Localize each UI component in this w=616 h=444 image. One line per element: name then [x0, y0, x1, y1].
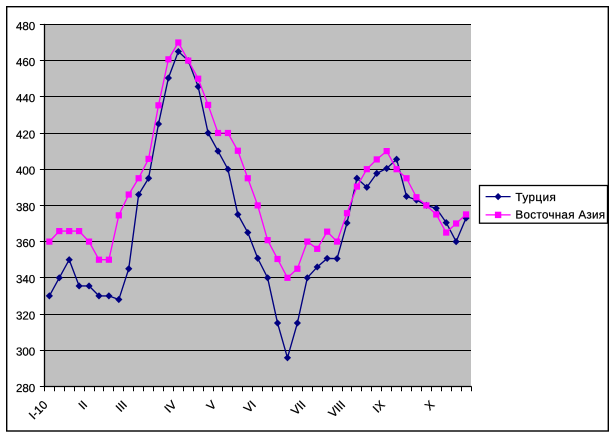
svg-text:320: 320	[16, 310, 35, 322]
svg-text:280: 280	[16, 383, 35, 395]
svg-text:340: 340	[16, 274, 35, 286]
svg-text:480: 480	[16, 21, 35, 33]
svg-text:Восточная Азия: Восточная Азия	[515, 208, 605, 221]
svg-text:360: 360	[16, 238, 35, 250]
svg-text:460: 460	[16, 57, 35, 69]
svg-text:Турция: Турция	[515, 191, 556, 204]
svg-text:300: 300	[16, 347, 35, 359]
svg-text:380: 380	[16, 202, 35, 214]
svg-text:400: 400	[16, 166, 35, 178]
svg-text:440: 440	[16, 93, 35, 105]
svg-text:420: 420	[16, 129, 35, 141]
